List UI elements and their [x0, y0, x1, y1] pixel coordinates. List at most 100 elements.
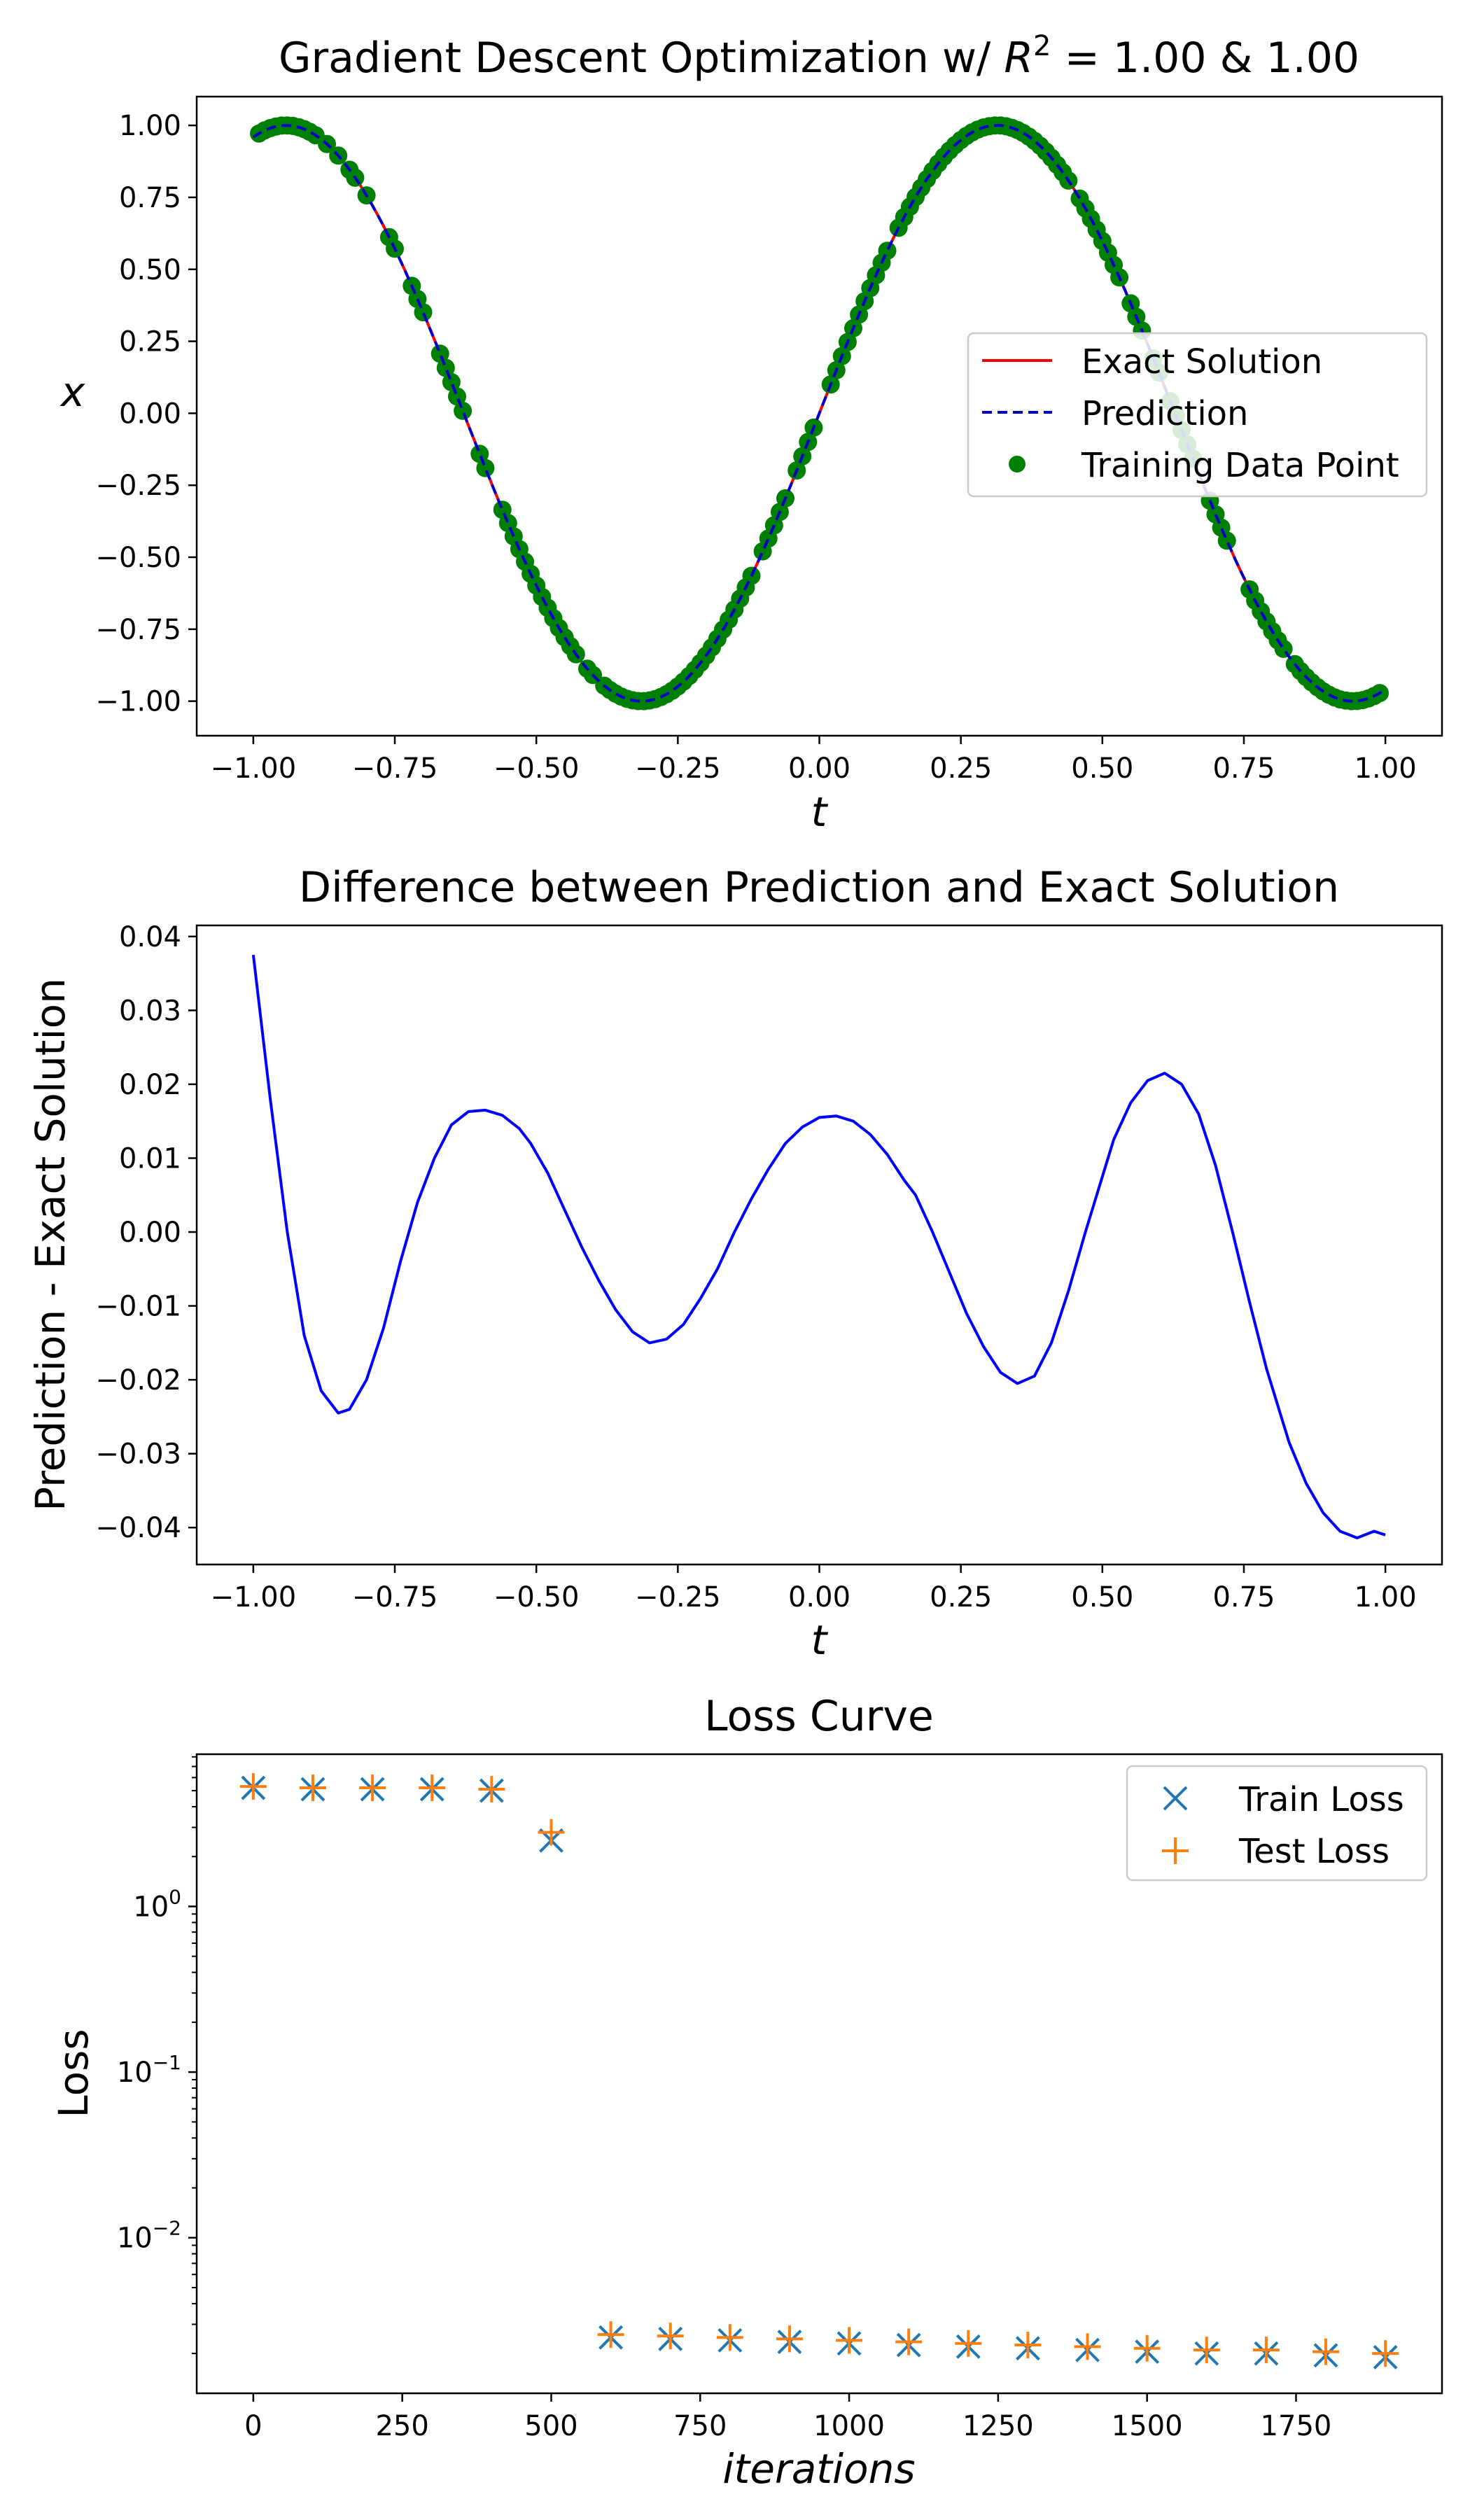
x-tick-label: 1500: [1112, 2410, 1183, 2442]
solution-x-label: t: [811, 788, 829, 836]
y-tick-base: 10: [133, 1891, 169, 1923]
legend-exact-solution-label: Exact Solution: [1082, 342, 1322, 382]
difference-x-ticks: −1.00 −0.75 −0.50 −0.25 0.00 0.25 0.50 0.75 1.00: [211, 1564, 1417, 1614]
y-tick-label: −0.25: [95, 470, 181, 502]
test-loss-point: [419, 1774, 446, 1802]
legend-training-marker: [1009, 456, 1026, 472]
test-loss-point: [359, 1774, 386, 1802]
training-data-point: [470, 444, 489, 463]
test-loss-point: [538, 1819, 565, 1846]
y-tick-label: −0.75: [95, 614, 181, 646]
y-tick-label: 0.50: [119, 254, 181, 286]
solution-legend-box: [967, 332, 1428, 498]
x-tick-label: −0.50: [493, 1581, 580, 1614]
solution-legend: Exact Solution Prediction Training Data …: [967, 332, 1428, 498]
training-data-point: [442, 372, 461, 391]
y-tick-exponent: 0: [169, 1885, 181, 1908]
training-data-point: [448, 387, 466, 406]
y-tick-label: 0.00: [119, 1217, 181, 1249]
x-tick-label: 0.00: [788, 1581, 850, 1614]
y-tick-label: 0.25: [119, 326, 181, 358]
x-tick-label: −0.75: [352, 1581, 438, 1614]
loss-plot-content: [239, 1773, 1399, 2370]
y-tick-exponent: −1: [153, 2051, 181, 2074]
training-data-point: [1274, 639, 1293, 658]
difference-panel: Difference between Prediction and Exact …: [27, 863, 1443, 1664]
x-tick-label: 0.00: [788, 752, 850, 785]
loss-legend: Train Loss Test Loss: [1126, 1765, 1428, 1882]
training-data-point: [414, 303, 433, 322]
test-loss-point: [299, 1774, 326, 1802]
solution-title: Gradient Descent Optimization w/ R2 = 1.…: [279, 30, 1359, 83]
loss-title: Loss Curve: [704, 1692, 934, 1741]
legend-test-loss-marker: [1162, 1837, 1189, 1864]
training-data-point: [1217, 531, 1236, 550]
y-tick-label: 10−1: [117, 2051, 181, 2089]
test-loss-point: [478, 1776, 505, 1803]
test-loss-point: [597, 2321, 624, 2348]
solution-panel: Gradient Descent Optimization w/ R2 = 1.…: [59, 30, 1443, 836]
test-loss-point: [776, 2325, 803, 2353]
x-tick-label: −0.50: [493, 752, 580, 785]
x-tick-label: 750: [673, 2410, 727, 2442]
training-data-point: [436, 358, 455, 377]
training-data-point: [878, 241, 897, 260]
y-tick-label: 0.00: [119, 398, 181, 430]
y-tick-label: −0.03: [95, 1438, 181, 1471]
legend-training-label: Training Data Point: [1081, 446, 1399, 485]
difference-line: [251, 954, 1386, 1539]
y-tick-label: −1.00: [95, 686, 181, 718]
training-data-point: [430, 344, 449, 363]
solution-y-label: x: [59, 368, 85, 416]
y-tick-label: −0.50: [95, 542, 181, 574]
x-tick-label: 0.50: [1071, 752, 1133, 785]
y-tick-base: 10: [117, 2222, 153, 2255]
x-tick-label: −1.00: [211, 1581, 297, 1614]
difference-axes-frame: [195, 924, 1443, 1566]
y-tick-label: 0.04: [119, 921, 181, 953]
prediction-line: [252, 124, 1387, 703]
difference-y-ticks: 0.04 0.03 0.02 0.01 0.00 −0.01 −0.02 −0.03 −0.04: [95, 921, 197, 1544]
y-tick-base: 10: [117, 2057, 153, 2089]
difference-y-label: Prediction - Exact Solution: [27, 978, 74, 1511]
test-loss-point: [657, 2323, 684, 2350]
x-tick-label: −1.00: [211, 752, 297, 785]
solution-axes-frame: [195, 95, 1443, 737]
loss-legend-box: [1126, 1765, 1428, 1882]
x-tick-label: 1750: [1261, 2410, 1332, 2442]
solution-y-ticks: 1.00 0.75 0.50 0.25 0.00 −0.25 −0.50 −0.75 −1.00: [95, 110, 197, 718]
x-tick-label: −0.25: [635, 752, 721, 785]
difference-plot-content: [251, 954, 1386, 1539]
x-tick-label: 0.25: [930, 752, 992, 785]
test-loss-point: [1133, 2334, 1161, 2362]
test-loss-point: [716, 2324, 743, 2351]
y-tick-label: 0.02: [119, 1069, 181, 1101]
test-loss-point: [1372, 2340, 1399, 2367]
test-loss-point: [1014, 2332, 1042, 2359]
y-tick-label: −0.01: [95, 1291, 181, 1323]
y-tick-label: 1.00: [119, 110, 181, 142]
difference-title: Difference between Prediction and Exact …: [299, 863, 1339, 912]
test-loss-point: [1312, 2338, 1340, 2365]
y-tick-label: 10−2: [117, 2217, 181, 2255]
legend-test-loss-label: Test Loss: [1238, 1832, 1390, 1871]
x-tick-label: 1.00: [1354, 1581, 1417, 1614]
x-tick-label: −0.25: [635, 1581, 721, 1614]
test-loss-point: [836, 2327, 863, 2354]
test-loss-point: [239, 1773, 267, 1800]
x-tick-label: 0.25: [930, 1581, 992, 1614]
loss-x-label: iterations: [722, 2445, 915, 2493]
y-tick-exponent: −2: [153, 2217, 181, 2240]
legend-train-loss-marker: [1163, 1786, 1188, 1811]
y-tick-label: 100: [133, 1885, 181, 1923]
training-data-point: [454, 401, 472, 420]
x-tick-label: 0: [244, 2410, 262, 2442]
x-tick-label: 0.50: [1071, 1581, 1133, 1614]
x-tick-label: −0.75: [352, 752, 438, 785]
legend-prediction-label: Prediction: [1082, 394, 1248, 433]
x-tick-label: 1250: [962, 2410, 1034, 2442]
loss-y-label: Loss: [50, 2029, 97, 2118]
x-tick-label: 0.75: [1212, 1581, 1275, 1614]
solution-x-ticks: −1.00 −0.75 −0.50 −0.25 0.00 0.25 0.50 0.75 1.00: [211, 736, 1417, 785]
